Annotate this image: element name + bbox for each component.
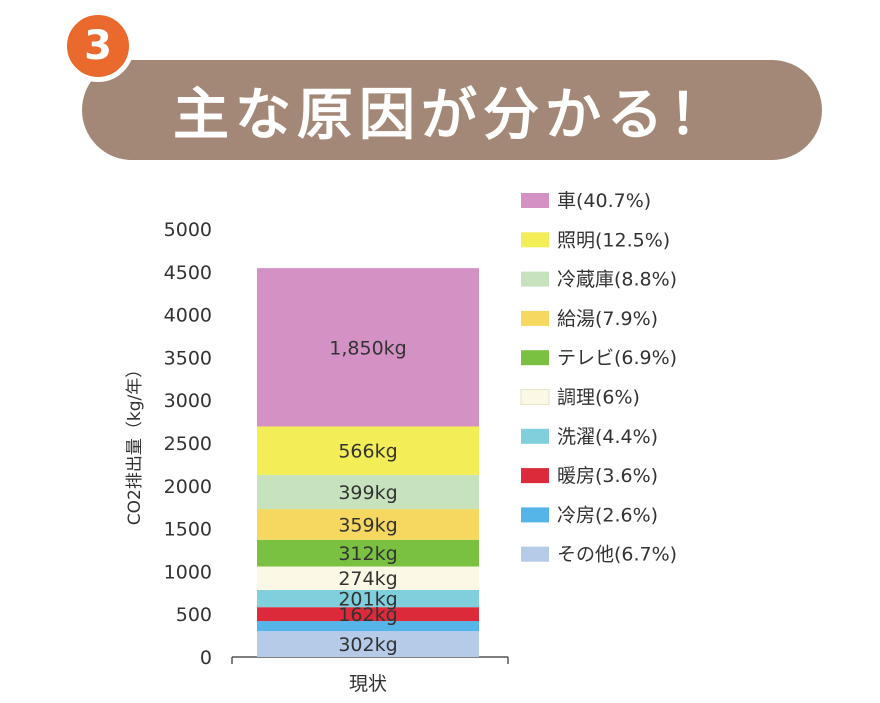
legend-swatch bbox=[521, 193, 549, 208]
bar-segment bbox=[257, 566, 479, 590]
legend-swatch bbox=[521, 468, 549, 484]
legend: 車(40.7%) 照明(12.5%) 冷蔵庫(8.8%) 給湯(7.9%) テレビ(6.… bbox=[520, 190, 677, 566]
legend-swatch bbox=[521, 428, 549, 444]
title-banner: 主な原因が分かる！ bbox=[82, 60, 822, 160]
y-tick-label: 4500 bbox=[164, 262, 212, 284]
segment-value-label: 1,850kg bbox=[329, 337, 406, 359]
legend-entry: 給湯(7.9%) bbox=[557, 308, 658, 330]
legend-swatch bbox=[521, 507, 549, 523]
segment-value-label: 359kg bbox=[338, 514, 397, 536]
y-tick-label: 4000 bbox=[164, 305, 212, 327]
legend-entry: 暖房(3.6%) bbox=[557, 465, 658, 487]
legend-entry: テレビ(6.9%) bbox=[557, 347, 677, 369]
y-axis-title: CO2排出量（kg/年） bbox=[125, 361, 145, 525]
legend-swatch bbox=[521, 350, 549, 366]
legend-entry: 車(40.7%) bbox=[557, 190, 651, 212]
x-category-label: 現状 bbox=[349, 673, 387, 695]
bar-segment bbox=[257, 268, 479, 427]
bar-segment bbox=[257, 589, 479, 608]
segment-value-label: 201kg bbox=[338, 589, 397, 611]
y-tick-label: 3000 bbox=[164, 390, 212, 412]
y-tick-label: 500 bbox=[176, 604, 212, 626]
bar-segment bbox=[257, 607, 479, 622]
legend-swatch bbox=[520, 389, 550, 405]
bar-segment bbox=[257, 539, 479, 567]
legend-entry: 洗濯(4.4%) bbox=[557, 426, 658, 448]
step-number-badge: 3 bbox=[62, 10, 134, 82]
bar-segment bbox=[257, 621, 479, 632]
y-tick-label: 2500 bbox=[164, 433, 212, 455]
legend-entry: 調理(6%) bbox=[557, 387, 640, 409]
legend-swatch bbox=[521, 232, 549, 248]
page-title: 主な原因が分かる！ bbox=[173, 82, 731, 148]
legend-entry: その他(6.7%) bbox=[557, 544, 677, 566]
bar-segment bbox=[257, 474, 479, 510]
segment-value-label: 274kg bbox=[338, 568, 397, 590]
bar-segment bbox=[257, 509, 479, 540]
y-tick-label: 3500 bbox=[164, 347, 212, 369]
bar-segment bbox=[257, 426, 479, 475]
segment-value-label: 302kg bbox=[338, 634, 397, 656]
y-tick-label: 5000 bbox=[164, 219, 212, 241]
legend-entry: 照明(12.5%) bbox=[557, 229, 670, 251]
y-tick-label: 1000 bbox=[164, 561, 212, 583]
legend-entry: 冷蔵庫(8.8%) bbox=[557, 269, 677, 291]
segment-value-label: 162kg bbox=[338, 604, 397, 626]
legend-swatch bbox=[521, 271, 549, 287]
legend-swatch bbox=[521, 546, 549, 562]
segment-value-label: 399kg bbox=[338, 482, 397, 504]
y-tick-label: 1500 bbox=[164, 519, 212, 541]
legend-swatch bbox=[521, 310, 549, 326]
y-tick-label: 2000 bbox=[164, 476, 212, 498]
bar-segment bbox=[257, 631, 479, 657]
segment-value-label: 312kg bbox=[338, 543, 397, 565]
segment-value-label: 566kg bbox=[338, 441, 397, 463]
y-tick-label: 0 bbox=[200, 647, 212, 669]
legend-entry: 冷房(2.6%) bbox=[557, 504, 658, 526]
y-axis: 0 500 1000 1500 2000 2500 3000 3500 4000 4500 5000… bbox=[125, 219, 509, 695]
